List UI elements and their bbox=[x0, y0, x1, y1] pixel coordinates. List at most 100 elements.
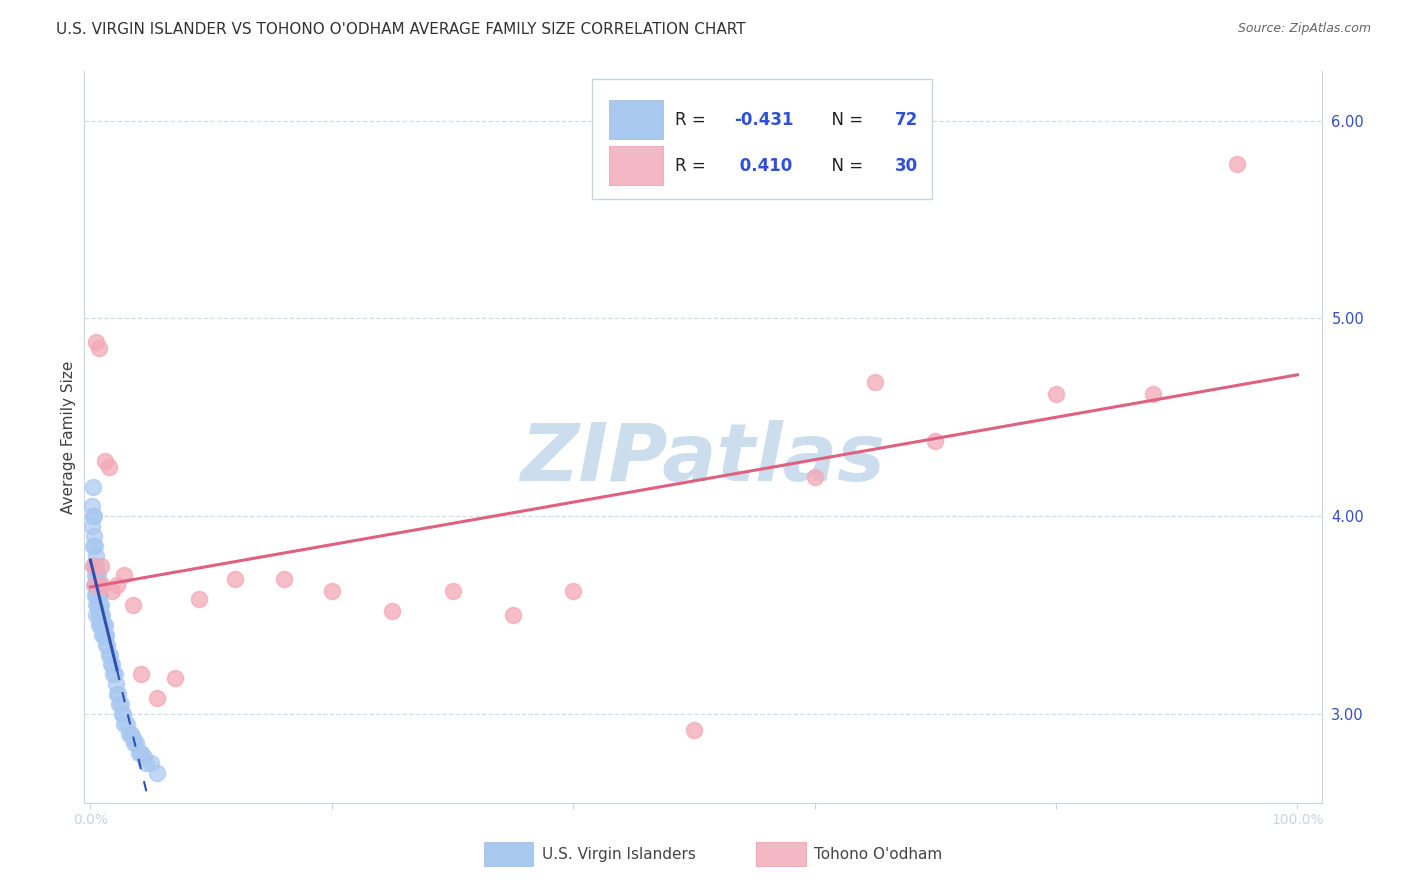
Point bbox=[502, 607, 524, 622]
Point bbox=[86, 607, 108, 622]
Point bbox=[80, 500, 103, 514]
Point bbox=[87, 618, 110, 632]
Point bbox=[122, 737, 145, 751]
Text: ZIPatlas: ZIPatlas bbox=[520, 420, 886, 498]
Point bbox=[125, 737, 148, 751]
Point bbox=[683, 723, 706, 737]
Point bbox=[86, 335, 108, 350]
Point bbox=[1142, 386, 1164, 401]
Point bbox=[86, 598, 108, 612]
Point bbox=[108, 697, 131, 711]
Point bbox=[87, 578, 110, 592]
Point bbox=[111, 706, 134, 721]
Point bbox=[84, 568, 107, 582]
Point bbox=[273, 573, 295, 587]
Point bbox=[863, 375, 886, 389]
Point bbox=[115, 716, 138, 731]
Point bbox=[146, 766, 169, 780]
Point bbox=[105, 578, 128, 592]
Text: U.S. Virgin Islanders: U.S. Virgin Islanders bbox=[543, 847, 696, 862]
Point bbox=[103, 667, 125, 681]
FancyBboxPatch shape bbox=[609, 100, 664, 139]
Point bbox=[84, 578, 107, 592]
Point bbox=[1226, 157, 1249, 171]
Text: Tohono O'odham: Tohono O'odham bbox=[814, 847, 942, 862]
Point bbox=[132, 750, 155, 764]
Point bbox=[107, 687, 129, 701]
Point bbox=[82, 539, 104, 553]
Point bbox=[93, 618, 115, 632]
Point bbox=[87, 588, 110, 602]
Point bbox=[110, 697, 132, 711]
Point bbox=[97, 648, 120, 662]
Point bbox=[89, 607, 111, 622]
Point bbox=[121, 598, 143, 612]
FancyBboxPatch shape bbox=[756, 842, 806, 866]
Point bbox=[105, 687, 128, 701]
Point bbox=[104, 677, 127, 691]
Text: N =: N = bbox=[821, 157, 868, 175]
Point bbox=[562, 584, 585, 599]
Point bbox=[224, 573, 246, 587]
Point bbox=[90, 598, 112, 612]
Point bbox=[91, 578, 114, 592]
Text: 30: 30 bbox=[894, 157, 918, 175]
Point bbox=[90, 618, 112, 632]
Point bbox=[80, 519, 103, 533]
Point bbox=[82, 509, 104, 524]
Point bbox=[321, 584, 343, 599]
Point bbox=[96, 638, 118, 652]
Point bbox=[86, 558, 108, 573]
Point bbox=[103, 667, 125, 681]
Point bbox=[91, 618, 114, 632]
Point bbox=[86, 598, 108, 612]
Text: -0.431: -0.431 bbox=[734, 111, 793, 128]
Point bbox=[83, 578, 105, 592]
Point bbox=[86, 568, 108, 582]
Point bbox=[94, 628, 117, 642]
Point bbox=[83, 558, 105, 573]
Point bbox=[1045, 386, 1067, 401]
Point bbox=[163, 671, 186, 685]
Point bbox=[112, 568, 135, 582]
Text: R =: R = bbox=[675, 157, 710, 175]
Point bbox=[93, 628, 115, 642]
Point bbox=[139, 756, 162, 771]
FancyBboxPatch shape bbox=[609, 146, 664, 186]
Point bbox=[94, 628, 117, 642]
Point bbox=[86, 568, 108, 582]
Point bbox=[100, 657, 122, 672]
Point bbox=[441, 584, 464, 599]
Point bbox=[86, 588, 108, 602]
Point bbox=[84, 558, 107, 573]
Point bbox=[129, 667, 152, 681]
Point bbox=[94, 638, 117, 652]
Point bbox=[98, 648, 121, 662]
Point bbox=[91, 607, 114, 622]
Point bbox=[112, 716, 135, 731]
Point bbox=[111, 706, 134, 721]
Point bbox=[188, 592, 211, 607]
Point bbox=[94, 618, 117, 632]
Point bbox=[121, 731, 143, 745]
Y-axis label: Average Family Size: Average Family Size bbox=[60, 360, 76, 514]
FancyBboxPatch shape bbox=[592, 78, 932, 200]
Point bbox=[135, 756, 157, 771]
Point bbox=[129, 747, 152, 761]
Point bbox=[82, 479, 104, 493]
Point bbox=[89, 588, 111, 602]
Point bbox=[128, 747, 150, 761]
Point bbox=[118, 726, 141, 740]
Point bbox=[90, 607, 112, 622]
Text: N =: N = bbox=[821, 111, 868, 128]
Point bbox=[87, 341, 110, 355]
Point bbox=[87, 598, 110, 612]
Point bbox=[86, 578, 108, 592]
Point bbox=[84, 539, 107, 553]
Point bbox=[86, 578, 108, 592]
Point bbox=[94, 454, 117, 468]
Point bbox=[803, 469, 825, 483]
Point bbox=[120, 726, 142, 740]
FancyBboxPatch shape bbox=[484, 842, 533, 866]
Point bbox=[381, 604, 404, 618]
